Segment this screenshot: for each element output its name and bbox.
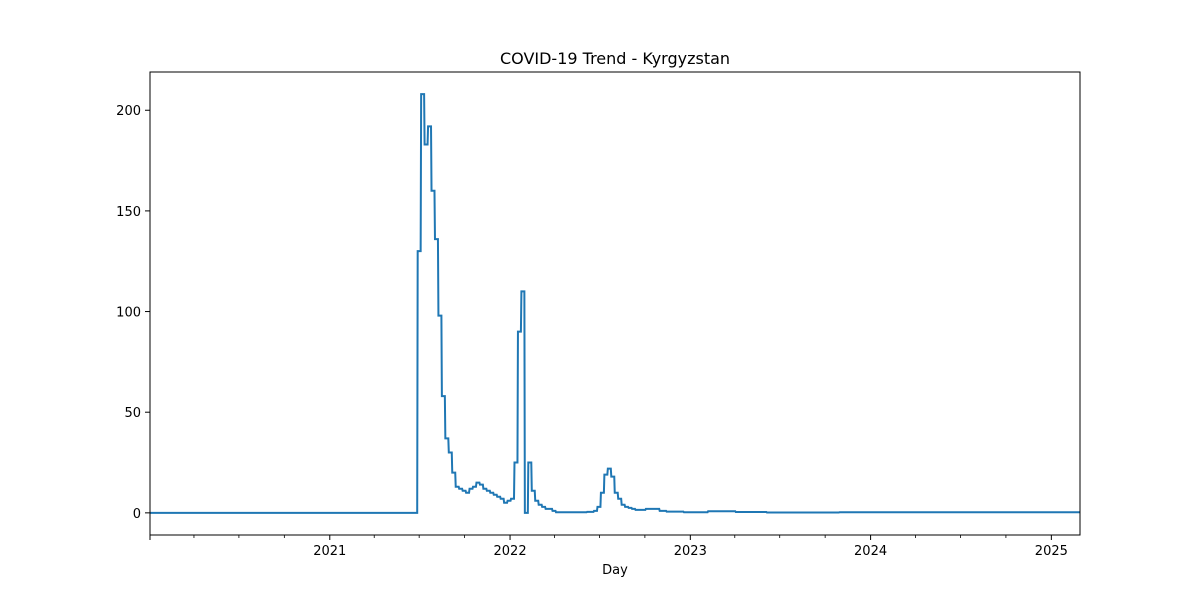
y-tick-label: 150 (116, 205, 141, 220)
x-tick-label: 2025 (1035, 544, 1068, 559)
y-axis-ticks: 0 50 100 150 200 (116, 104, 150, 522)
x-axis-label: Day (602, 563, 628, 578)
y-tick-label: 50 (124, 406, 141, 421)
series-line (150, 93, 1080, 514)
y-tick-label: 0 (133, 507, 141, 522)
x-tick-label: 2023 (674, 544, 707, 559)
series-layer (150, 93, 1080, 514)
x-axis-ticks: 2021 2022 2023 2024 2025 (149, 535, 1068, 559)
x-tick-label: 2024 (854, 544, 887, 559)
y-tick-label: 200 (116, 104, 141, 119)
x-tick-label: 2021 (313, 544, 346, 559)
chart-title: COVID-19 Trend - Kyrgyzstan (500, 49, 730, 68)
y-tick-label: 100 (116, 306, 141, 321)
plot-frame (149, 71, 1081, 536)
x-tick-label: 2022 (494, 544, 527, 559)
